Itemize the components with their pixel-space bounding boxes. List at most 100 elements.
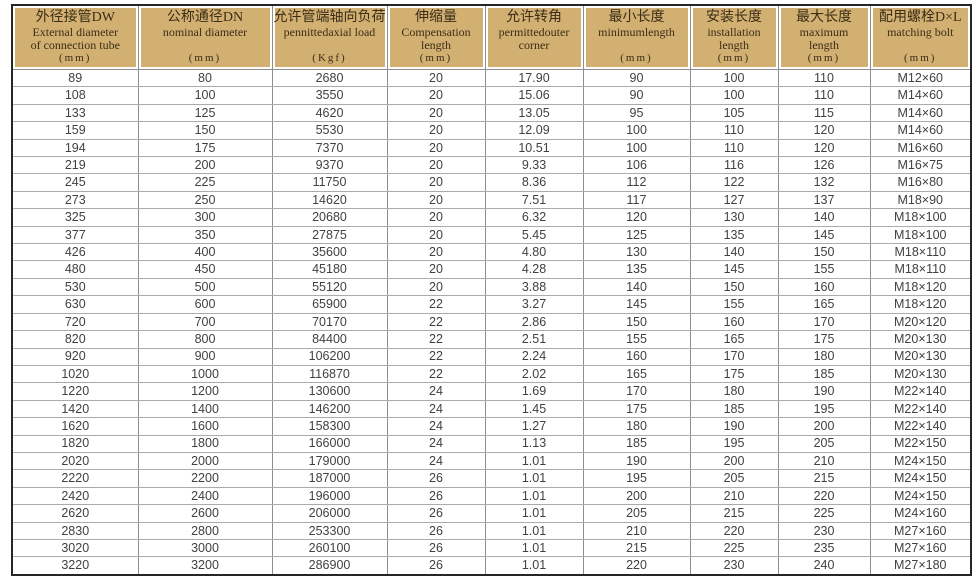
cell-max-length: 215: [777, 469, 871, 488]
cell-axial-load: 196000: [271, 486, 388, 506]
cell-dn: 700: [137, 312, 273, 332]
header-unit-axial-load: (Kgf): [312, 52, 347, 64]
cell-bolt: M27×180: [869, 556, 972, 576]
column-header-dw: 外径接管DW External diameter of connection tub…: [11, 4, 139, 70]
header-en-compensation: length: [421, 38, 451, 52]
cell-dw: 1820: [11, 434, 139, 453]
header-unit-install-length: (mm): [717, 52, 751, 64]
axial-load-spec-table: 外径接管DW External diameter of connection tub…: [11, 4, 972, 576]
cell-dn: 225: [137, 173, 273, 192]
cell-dw: 89: [11, 68, 139, 88]
table-row: 630 600 65900 22 3.27 145 155 165 M18×120: [11, 295, 972, 314]
header-en-compensation: Compensation: [401, 25, 471, 39]
cell-corner: 13.05: [484, 103, 584, 123]
cell-install-length: 110: [689, 121, 779, 140]
cell-compensation: 20: [386, 103, 486, 123]
table-row: 1220 1200 130600 24 1.69 170 180 190 M22×140: [11, 382, 972, 401]
cell-dn: 125: [137, 103, 273, 123]
cell-compensation: 20: [386, 86, 486, 105]
column-header-compensation: 伸缩量 Compensation length (mm): [386, 4, 486, 70]
cell-compensation: 26: [386, 469, 486, 488]
cell-compensation: 20: [386, 138, 486, 158]
cell-min-length: 120: [582, 208, 691, 227]
cell-corner: 1.01: [484, 521, 584, 540]
cell-dw: 273: [11, 190, 139, 210]
header-en-max-length: length: [809, 38, 839, 52]
cell-dw: 3220: [11, 556, 139, 576]
cell-min-length: 112: [582, 173, 691, 192]
header-en-axial-load: pennittedaxial load: [283, 25, 376, 39]
table-header: 外径接管DW External diameter of connection tub…: [11, 4, 972, 70]
cell-compensation: 26: [386, 538, 486, 558]
cell-bolt: M24×150: [869, 451, 972, 471]
cell-axial-load: 45180: [271, 260, 388, 279]
cell-bolt: M24×150: [869, 469, 972, 488]
cell-corner: 1.01: [484, 451, 584, 471]
cell-axial-load: 253300: [271, 521, 388, 540]
table-row: 133 125 4620 20 13.05 95 105 115 M14×60: [11, 103, 972, 123]
cell-min-length: 220: [582, 556, 691, 576]
cell-install-length: 215: [689, 504, 779, 523]
cell-dw: 920: [11, 347, 139, 366]
cell-min-length: 90: [582, 68, 691, 88]
cell-corner: 12.09: [484, 121, 584, 140]
cell-axial-load: 70170: [271, 312, 388, 332]
cell-axial-load: 27875: [271, 225, 388, 245]
cell-max-length: 240: [777, 556, 871, 576]
cell-install-length: 130: [689, 208, 779, 227]
cell-install-length: 140: [689, 243, 779, 262]
cell-dw: 426: [11, 243, 139, 262]
cell-compensation: 20: [386, 260, 486, 279]
cell-dn: 1200: [137, 382, 273, 401]
cell-dn: 175: [137, 138, 273, 158]
cell-install-length: 127: [689, 190, 779, 210]
cell-dw: 1620: [11, 417, 139, 436]
table-row: 3020 3000 260100 26 1.01 215 225 235 M27×160: [11, 538, 972, 558]
cell-dw: 159: [11, 121, 139, 140]
cell-dw: 1220: [11, 382, 139, 401]
cell-corner: 1.01: [484, 556, 584, 576]
cell-axial-load: 11750: [271, 173, 388, 192]
header-en-min-length: minimumlength: [598, 25, 675, 39]
cell-min-length: 125: [582, 225, 691, 245]
cell-max-length: 175: [777, 330, 871, 349]
cell-compensation: 24: [386, 382, 486, 401]
cell-corner: 17.90: [484, 68, 584, 88]
table-row: 1620 1600 158300 24 1.27 180 190 200 M22×140: [11, 417, 972, 436]
cell-compensation: 24: [386, 434, 486, 453]
cell-axial-load: 116870: [271, 364, 388, 384]
cell-axial-load: 84400: [271, 330, 388, 349]
cell-dn: 900: [137, 347, 273, 366]
header-en-corner: corner: [518, 38, 550, 52]
cell-compensation: 22: [386, 295, 486, 314]
cell-corner: 1.13: [484, 434, 584, 453]
cell-axial-load: 4620: [271, 103, 388, 123]
cell-install-length: 145: [689, 260, 779, 279]
cell-install-length: 175: [689, 364, 779, 384]
cell-bolt: M18×120: [869, 295, 972, 314]
cell-min-length: 205: [582, 504, 691, 523]
cell-max-length: 225: [777, 504, 871, 523]
cell-bolt: M14×60: [869, 103, 972, 123]
table-row: 89 80 2680 20 17.90 90 100 110 M12×60: [11, 68, 972, 88]
cell-install-length: 195: [689, 434, 779, 453]
cell-corner: 1.01: [484, 486, 584, 506]
cell-bolt: M20×120: [869, 312, 972, 332]
cell-install-length: 100: [689, 68, 779, 88]
header-zh-bolt: 配用螺栓D×L: [878, 10, 962, 25]
cell-compensation: 20: [386, 156, 486, 175]
cell-dn: 250: [137, 190, 273, 210]
cell-axial-load: 9370: [271, 156, 388, 175]
cell-corner: 8.36: [484, 173, 584, 192]
cell-compensation: 24: [386, 417, 486, 436]
header-unit-compensation: (mm): [419, 52, 453, 64]
cell-min-length: 90: [582, 86, 691, 105]
table-row: 3220 3200 286900 26 1.01 220 230 240 M27×180: [11, 556, 972, 576]
cell-bolt: M22×140: [869, 382, 972, 401]
cell-max-length: 120: [777, 138, 871, 158]
cell-bolt: M20×130: [869, 347, 972, 366]
cell-dn: 500: [137, 277, 273, 297]
cell-min-length: 190: [582, 451, 691, 471]
cell-dn: 3200: [137, 556, 273, 576]
header-unit-max-length: (mm): [807, 52, 841, 64]
